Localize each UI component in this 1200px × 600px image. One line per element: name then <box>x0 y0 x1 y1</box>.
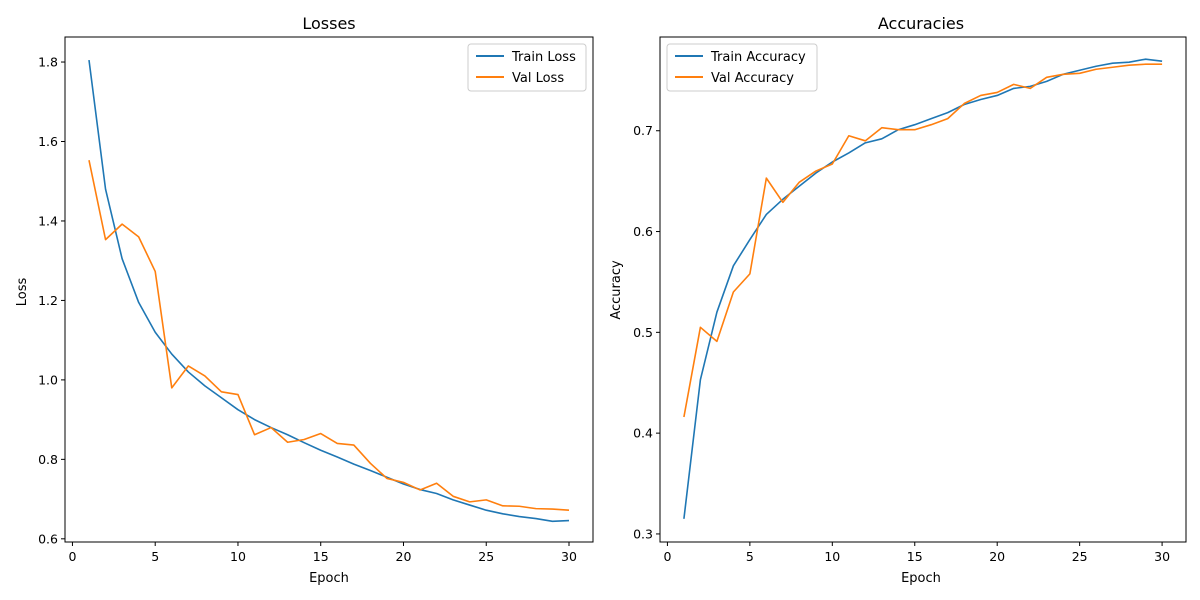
x-tick-label: 30 <box>561 549 577 564</box>
x-tick-label: 15 <box>313 549 329 564</box>
accuracies-title: Accuracies <box>878 14 964 33</box>
accuracies-legend-box <box>666 43 818 92</box>
y-tick-label: 0.7 <box>633 123 653 138</box>
x-tick-label: 5 <box>746 549 754 564</box>
y-tick-label: 1.8 <box>38 55 58 70</box>
y-tick-label: 1.0 <box>38 372 58 387</box>
x-tick-label: 25 <box>478 549 494 564</box>
losses-lines <box>88 59 570 523</box>
y-tick-label: 0.4 <box>633 426 653 441</box>
accuracies-xlabel: Epoch <box>901 571 941 586</box>
y-tick-label: 1.4 <box>38 213 58 228</box>
x-tick-label: 20 <box>989 549 1005 564</box>
accuracies-panel: Accuracies Epoch Accuracy 0 5 10 15 20 25 30 0.… <box>609 14 1187 586</box>
accuracies-legend: Train Accuracy Val Accuracy <box>666 43 818 92</box>
losses-panel: Losses Epoch Loss 0 5 10 15 20 25 30 0.6 0.8 1.0 1… <box>15 14 594 586</box>
x-tick-label: 10 <box>824 549 840 564</box>
losses-xlabel: Epoch <box>309 571 349 586</box>
series-line-val-loss <box>88 160 570 512</box>
losses-ticks: 0 5 10 15 20 25 30 0.6 0.8 1.0 1.2 1.4 1.6 1.8 <box>38 55 577 564</box>
y-tick-label: 0.6 <box>38 531 58 546</box>
losses-legend: Train Loss Val Loss <box>467 43 587 92</box>
x-tick-label: 0 <box>663 549 671 564</box>
legend-label-val-loss: Val Loss <box>512 71 564 86</box>
y-tick-label: 0.5 <box>633 325 653 340</box>
series-line-val-accuracy <box>683 63 1163 418</box>
accuracies-ticks: 0 5 10 15 20 25 30 0.3 0.4 0.5 0.6 0.7 <box>633 123 1170 564</box>
x-tick-label: 5 <box>151 549 159 564</box>
accuracies-lines <box>683 58 1163 519</box>
x-tick-label: 20 <box>396 549 412 564</box>
x-tick-label: 25 <box>1072 549 1088 564</box>
x-tick-label: 10 <box>230 549 246 564</box>
x-tick-label: 0 <box>68 549 76 564</box>
series-line-train-loss <box>88 59 570 523</box>
series-line-train-accuracy <box>683 58 1163 519</box>
y-tick-label: 0.6 <box>633 224 653 239</box>
x-tick-label: 30 <box>1154 549 1170 564</box>
losses-title: Losses <box>302 14 355 33</box>
losses-ylabel: Loss <box>15 278 30 307</box>
accuracies-ylabel: Accuracy <box>609 260 624 320</box>
legend-label-train-loss: Train Loss <box>511 50 576 65</box>
legend-label-train-accuracy: Train Accuracy <box>710 50 806 65</box>
y-tick-label: 1.6 <box>38 134 58 149</box>
y-tick-label: 0.8 <box>38 452 58 467</box>
accuracies-axes-frame <box>659 36 1187 543</box>
legend-label-val-accuracy: Val Accuracy <box>711 71 794 86</box>
losses-axes-frame <box>64 36 594 543</box>
x-tick-label: 15 <box>907 549 923 564</box>
y-tick-label: 1.2 <box>38 293 58 308</box>
y-tick-label: 0.3 <box>633 526 653 541</box>
